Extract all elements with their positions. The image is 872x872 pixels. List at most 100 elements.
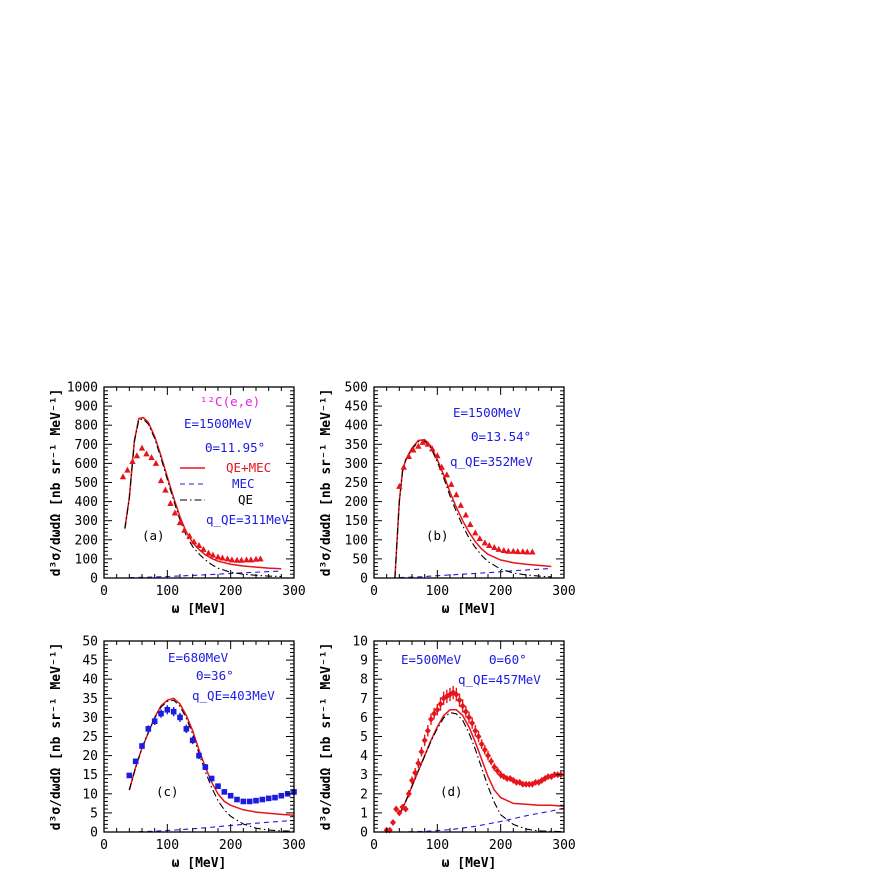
panel-d-xlabel: ω [MeV] (442, 856, 497, 871)
panel-a-data-point (181, 526, 188, 533)
panel-d-data-point (434, 706, 441, 714)
panel-b-label: (b) (426, 528, 449, 543)
panel-b-data-point (400, 463, 407, 470)
panel-c-data-point (202, 764, 209, 770)
panel-c-data-point (234, 796, 240, 803)
legend-mec-label: MEC (232, 476, 255, 491)
panel-d-xtick-label: 300 (552, 838, 575, 853)
panel-a-data-point (247, 556, 255, 563)
panel-d-data-point (437, 700, 444, 708)
panel-c-ytick-label: 10 (82, 787, 98, 802)
panel-a-data-point (124, 466, 131, 473)
panel-a-q-label: q_QE=311MeV (206, 512, 289, 527)
panel-a-xtick-label: 200 (219, 584, 242, 599)
panel-d-data-point (532, 778, 539, 786)
panel-d-data-point (390, 819, 396, 826)
panel-b-ytick-label: 350 (345, 438, 368, 453)
panel-d-data-point (523, 780, 529, 788)
panel-b-xlabel: ω [MeV] (442, 602, 497, 617)
panel-d-q-label: q_QE=457MeV (458, 672, 541, 687)
panel-d-ytick-label: 3 (360, 768, 368, 783)
panel-a-data-point (138, 444, 146, 451)
panel-b-data-point (443, 471, 451, 478)
panel-b-ytick-label: 250 (345, 476, 368, 491)
panel-d-data-point (551, 771, 558, 779)
panel-b-data-point (410, 446, 417, 453)
panel-c-data-point (183, 726, 190, 732)
panel-a-ytick-label: 600 (75, 457, 98, 472)
panel-d-ytick-label: 9 (360, 654, 368, 669)
panel-a-data-point (133, 452, 141, 459)
panel-b-data-point (419, 438, 426, 445)
panel-a-data-point (176, 519, 184, 526)
panel-d-data-point (491, 763, 498, 771)
panel-a-data-point (209, 551, 217, 558)
panel-d-data-point (418, 748, 425, 756)
panel-c-xtick-label: 200 (219, 838, 242, 853)
panel-a-data-point (157, 477, 165, 484)
panel-c-qe-curve (128, 699, 295, 832)
panel-c-label: (c) (156, 784, 179, 799)
panel-c-mec-curve (129, 819, 295, 833)
panel-a-data-point (119, 473, 127, 480)
panel-a-qe-curve (124, 418, 282, 578)
panel-d-ytick-label: 2 (360, 787, 368, 802)
panel-c-data-point (278, 792, 285, 799)
panel-d-data-point (462, 708, 469, 716)
panel-d-data-point (526, 780, 533, 788)
panel-c-data-point (272, 794, 278, 801)
panel-a-data-point (257, 555, 264, 562)
panel-a-data-point (148, 454, 155, 461)
panel-d-ytick-label: 0 (360, 826, 368, 841)
panel-b-data-point (476, 535, 483, 542)
panel-d-data-point (412, 769, 419, 777)
panel-d-mec-curve (399, 807, 565, 833)
panel-d-data-point (396, 809, 403, 817)
panel-d-data-point (469, 719, 476, 727)
panel-a-data-point (228, 556, 236, 563)
panel-c-ytick-label: 0 (90, 826, 98, 841)
panel-d-data-point (545, 773, 552, 781)
panel-a-ylabel: d³σ/dωdΩ [nb sr⁻¹ MeV⁻¹] (49, 389, 64, 577)
panel-c-data-point (158, 710, 164, 717)
panel-c-data-point (126, 772, 133, 779)
panel-b-data-point (462, 511, 470, 518)
panel-a-reaction-label: ¹²C(e,e) (200, 394, 260, 409)
panel-b-data-point (396, 482, 403, 489)
panel-c-data-point (208, 775, 215, 782)
legend-qe-mec-label: QE+MEC (226, 460, 271, 475)
panel-c-ytick-label: 20 (82, 749, 98, 764)
panel-d-data-point (424, 727, 431, 735)
panel-d-data-point (428, 715, 434, 723)
panel-b-data-point (529, 548, 536, 555)
panel-a-xtick-label: 100 (156, 584, 179, 599)
panel-c-data-point (221, 789, 228, 795)
panel-c-data-point (164, 706, 171, 713)
panel-d-data-point (519, 780, 526, 788)
panel-a-data-point (233, 556, 241, 563)
panel-c-ytick-label: 50 (82, 635, 98, 650)
panel-d-data-point (481, 746, 488, 754)
panel-d-qe-curve (398, 712, 565, 833)
panel-d-angle-label: Θ=60° (489, 652, 527, 667)
panel-d-data-point (456, 696, 463, 704)
panel-a-data-point (167, 500, 174, 507)
panel-c-energy-label: E=680MeV (168, 650, 229, 665)
panel-d-ylabel: d³σ/dωdΩ [nb sr⁻¹ MeV⁻¹] (319, 643, 334, 831)
panel-d-ytick-label: 10 (352, 635, 368, 650)
panel-d-data-point (494, 767, 501, 775)
panel-d-data-point (488, 757, 495, 765)
panel-d-xtick-label: 200 (489, 838, 512, 853)
panel-c-ytick-label: 45 (82, 654, 98, 669)
panel-c: 0 100 200 300 0 5 10 15 20 25 30 35 40 45 50 ω [MeV] d³σ… (49, 635, 306, 872)
panel-b-data-point (486, 542, 493, 549)
panel-a-ytick-label: 200 (75, 533, 98, 548)
panel-c-data-point (253, 797, 259, 804)
panel-d-data-point (472, 727, 479, 735)
panel-c-data-point (196, 752, 202, 759)
panel-b-ytick-label: 500 (345, 381, 368, 396)
panel-b-data-point (519, 548, 527, 555)
panel-a-qe-mec-curve (124, 416, 282, 570)
panel-a-ytick-label: 800 (75, 419, 98, 434)
panel-d-data-point (459, 702, 466, 710)
